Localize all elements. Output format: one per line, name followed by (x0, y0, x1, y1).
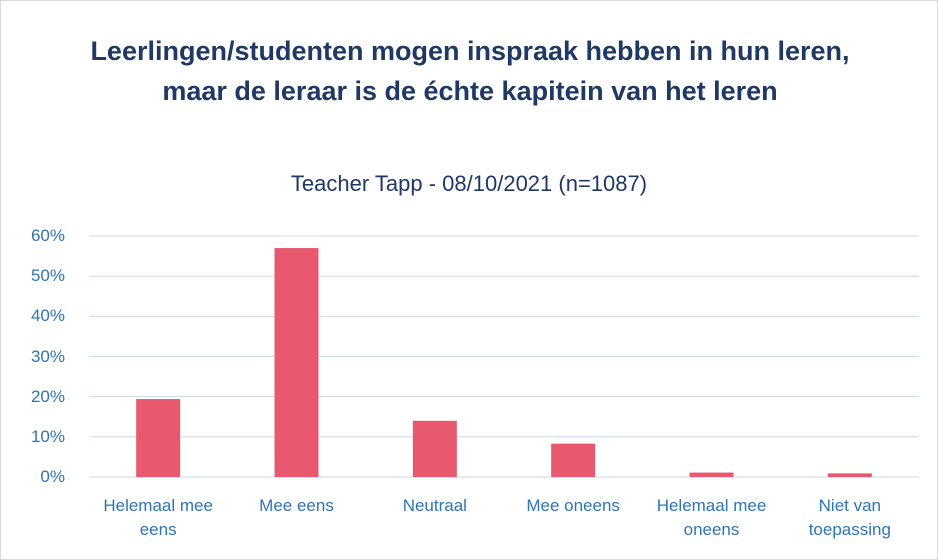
y-tick-label: 60% (30, 226, 65, 245)
y-tick-label: 0% (40, 467, 65, 486)
y-tick-label: 40% (30, 306, 65, 326)
bar (274, 248, 319, 477)
x-tick-label: Mee oneens (526, 496, 620, 515)
x-tick-label: Helemaal mee oneens (656, 496, 767, 539)
bar (412, 420, 457, 477)
y-tick-label: 30% (30, 346, 65, 366)
y-tick-label: 20% (30, 386, 65, 406)
x-tick-label: Niet van toepassing (808, 496, 891, 539)
chart-subtitle: Teacher Tapp - 08/10/2021 (n=1087) (290, 171, 648, 196)
x-tick-label: Mee eens (259, 496, 334, 515)
bar (136, 399, 181, 477)
x-tick-label: Helemaal mee eens (103, 496, 213, 539)
y-tick-label: 50% (30, 266, 65, 286)
bar (689, 472, 734, 477)
x-tick-label: Neutraal (402, 496, 467, 515)
bar (551, 443, 596, 477)
y-tick-label: 10% (30, 426, 65, 446)
chart-title: Leerlingen/studenten mogen inspraak hebb… (90, 36, 850, 106)
bar (827, 473, 872, 477)
